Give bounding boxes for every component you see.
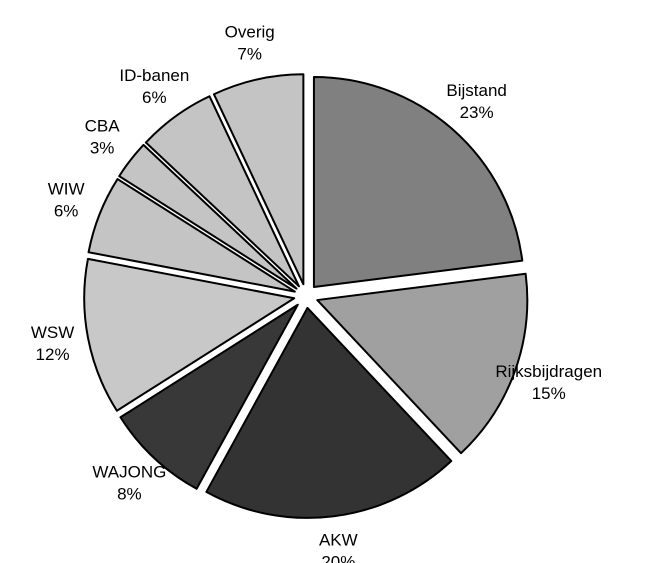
pie-slice [118,143,298,290]
slice-value-label: 3% [90,138,115,157]
pie-slice [312,75,524,288]
slice-value-label: 12% [36,345,70,364]
pie-slice [119,303,299,490]
slice-label: Overig [225,23,275,42]
slice-label: CBA [85,116,121,135]
slice-value-label: 6% [142,88,167,107]
slice-label: Bijstand [446,81,506,100]
slice-value-label: 8% [117,485,142,504]
slice-label: AKW [319,530,358,549]
slice-label: WSW [31,323,74,342]
slice-value-label: 20% [321,552,355,563]
pie-slice [316,272,529,455]
slice-label: Rijksbijdragen [495,362,602,381]
pie-slice [87,178,296,293]
slice-value-label: 7% [237,45,262,64]
slice-label: WAJONG [92,463,166,482]
slice-value-label: 23% [460,103,494,122]
slice-value-label: 15% [532,384,566,403]
slice-label: WIW [48,180,85,199]
slice-label: ID-banen [119,66,189,85]
pie-slice [205,306,453,519]
pie-slice [144,95,300,288]
pie-slice [83,257,296,412]
pie-slice [212,73,305,286]
slice-value-label: 6% [54,202,79,221]
